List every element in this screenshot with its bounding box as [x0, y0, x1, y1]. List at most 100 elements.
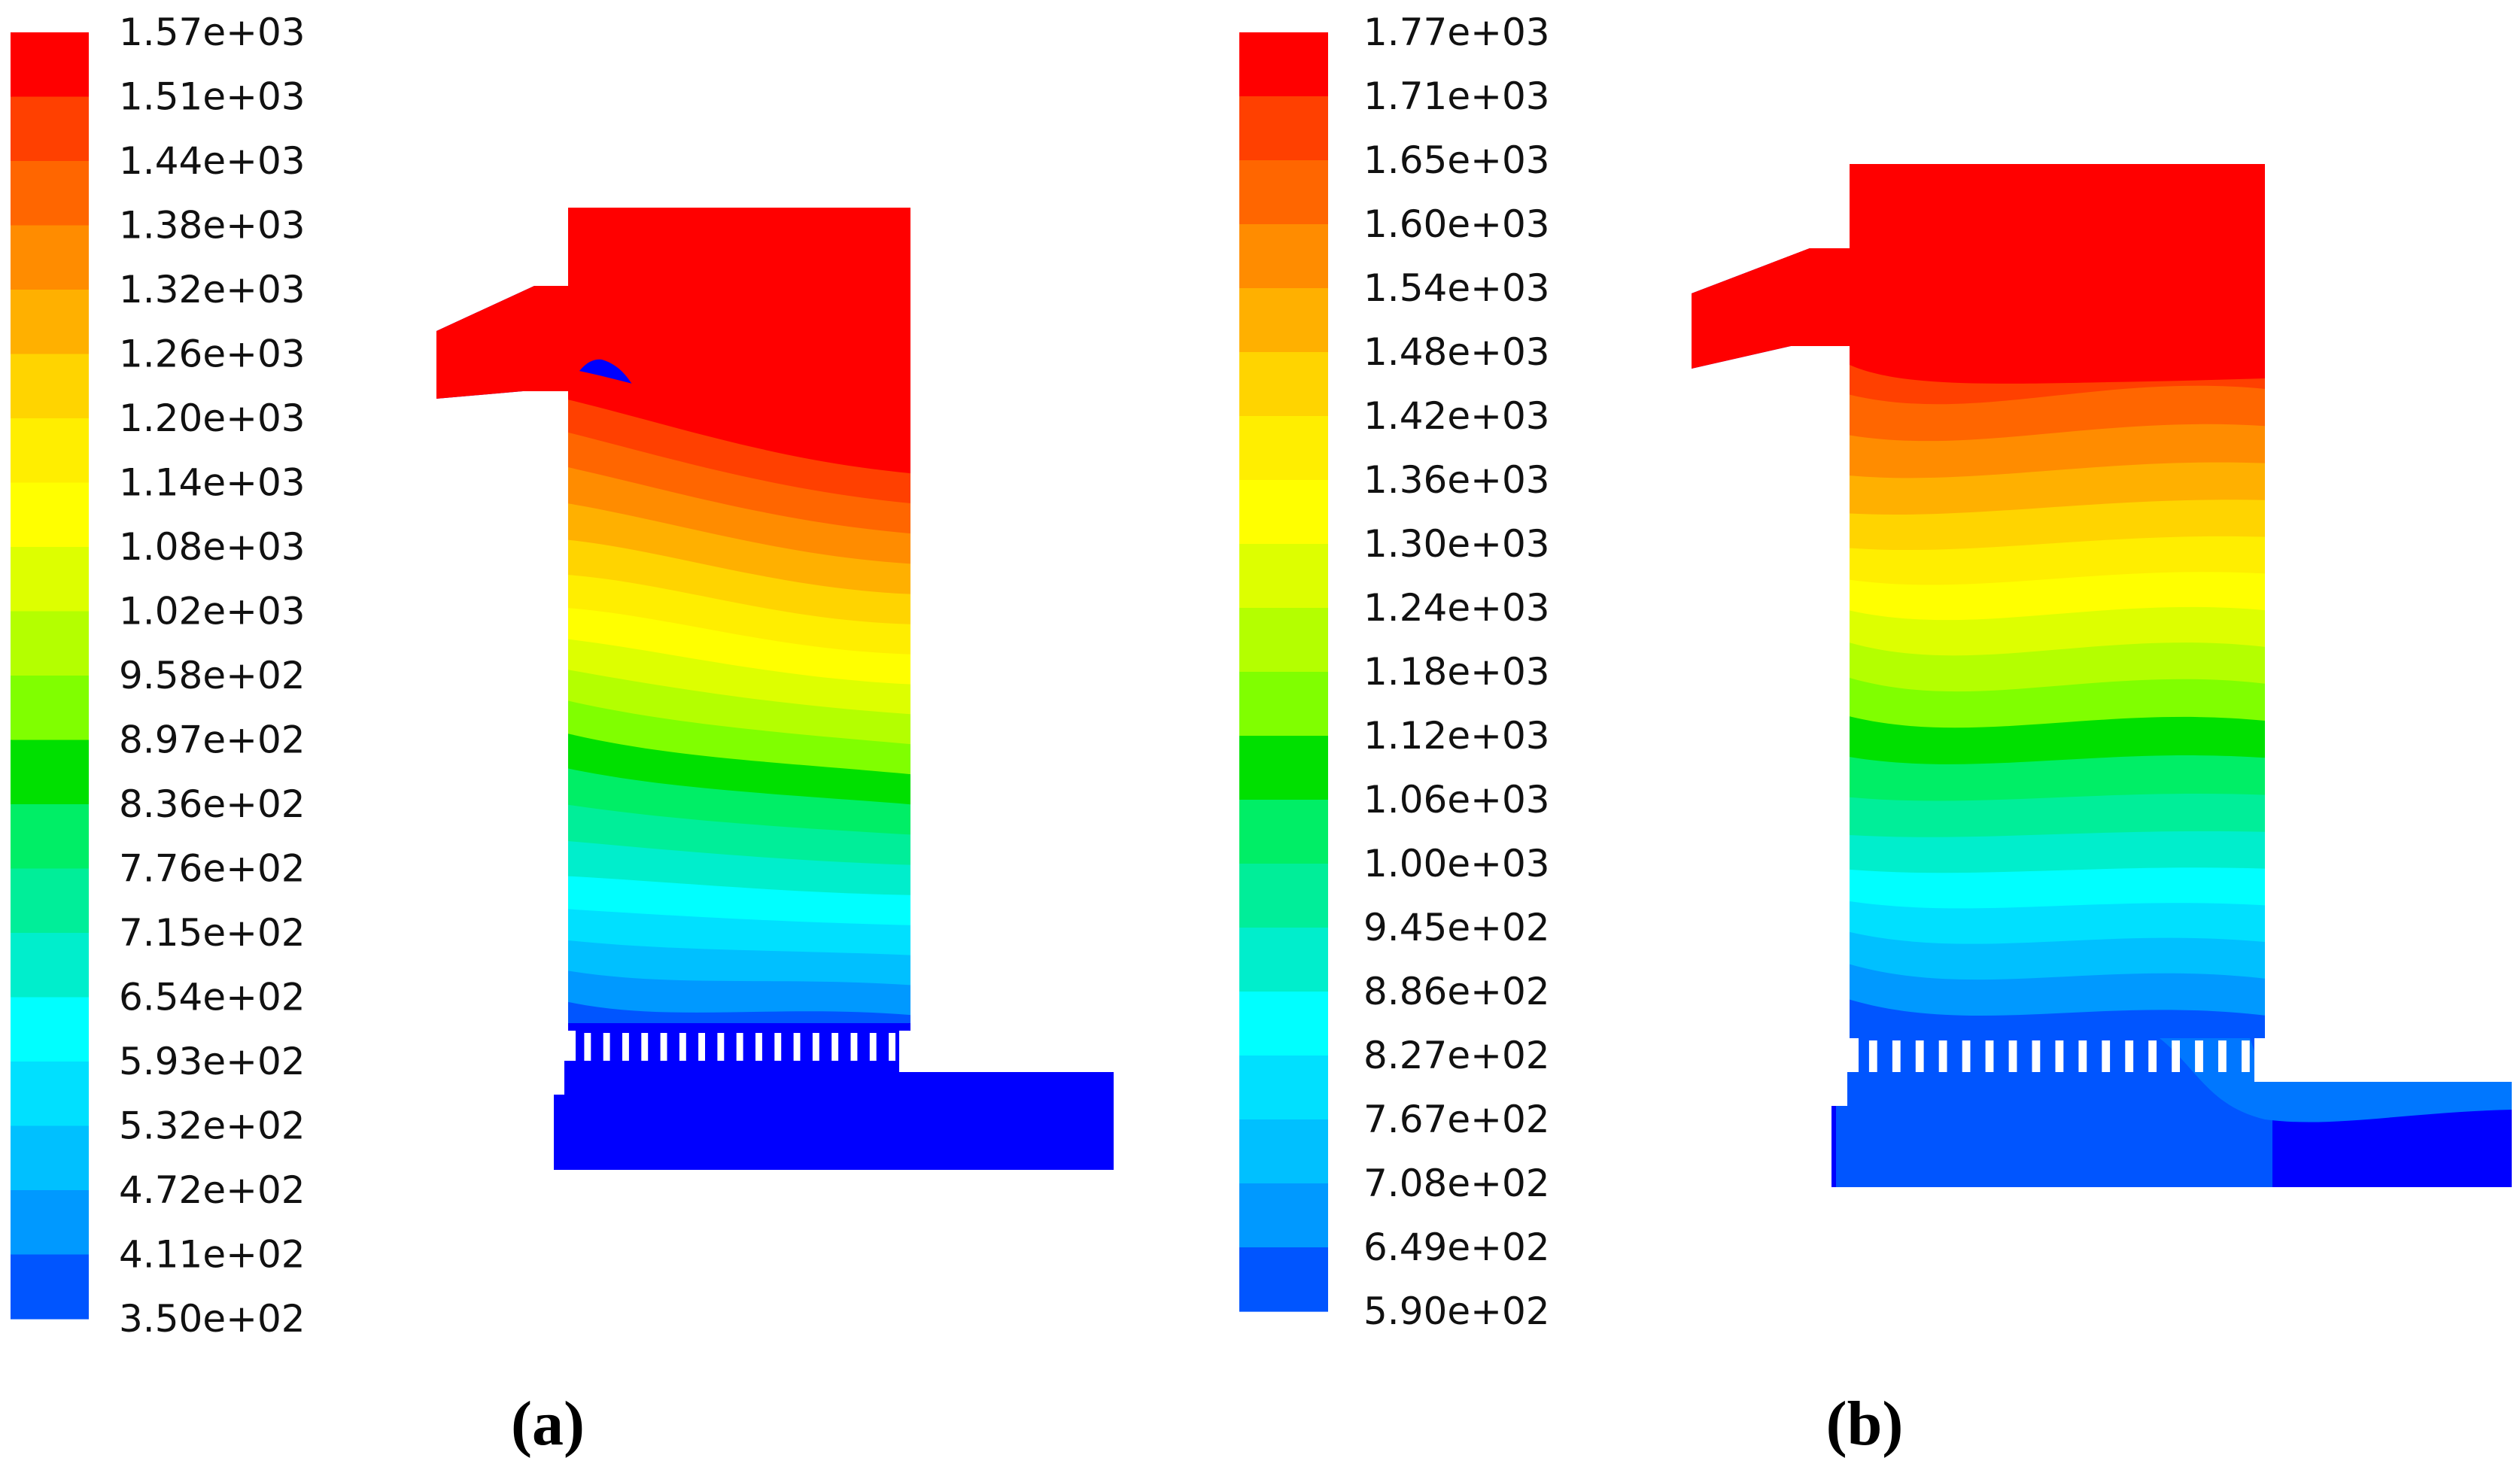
colorbar-b-swatch: [1239, 416, 1328, 481]
grate-slit: [2172, 1040, 2180, 1072]
grate-slit: [850, 1033, 858, 1061]
grate-slit: [2102, 1040, 2111, 1072]
colorbar-b-swatch: [1239, 672, 1328, 737]
colorbar-b-swatch: [1239, 800, 1328, 864]
colorbar-b: 1.77e+03 1.71e+03 1.65e+03 1.60e+03 1.54e+03…: [1239, 11, 1550, 1333]
colorbar-a-swatch: [11, 740, 89, 805]
grate-a: [584, 1033, 895, 1061]
colorbar-b-tick-label: 1.60e+03: [1363, 202, 1550, 246]
colorbar-a-tick-label: 1.02e+03: [119, 590, 306, 633]
colorbar-b-swatch: [1239, 224, 1328, 289]
colorbar-a-swatch: [11, 161, 89, 226]
colorbar-b-tick-label: 1.65e+03: [1363, 138, 1550, 182]
colorbar-b-tick-label: 1.24e+03: [1363, 586, 1550, 630]
grate-slit: [736, 1033, 743, 1061]
grate-slit: [774, 1033, 782, 1061]
colorbar-b-tick-label: 8.27e+02: [1363, 1034, 1550, 1077]
colorbar-b-tick-label: 1.00e+03: [1363, 842, 1550, 885]
colorbar-a-tick-label: 1.32e+03: [119, 268, 306, 311]
colorbar-b-tick-label: 1.12e+03: [1363, 714, 1550, 758]
colorbar-b-tick-label: 7.08e+02: [1363, 1162, 1550, 1205]
colorbar-b-tick-label: 1.54e+03: [1363, 266, 1550, 310]
colorbar-b-tick-label: 1.30e+03: [1363, 522, 1550, 566]
contour-plot-a: [436, 208, 1114, 1170]
colorbar-a-swatch: [11, 354, 89, 419]
colorbar-a-swatch: [11, 1125, 89, 1191]
colorbar-a-tick-label: 1.57e+03: [119, 11, 306, 54]
colorbar-a-tick-label: 4.11e+02: [119, 1233, 306, 1277]
grate-slit: [2078, 1040, 2087, 1072]
grate-slit: [660, 1033, 667, 1061]
colorbar-b-tick-label: 1.18e+03: [1363, 650, 1550, 694]
grate-slit: [2125, 1040, 2134, 1072]
colorbar-a-tick-label: 4.72e+02: [119, 1168, 306, 1212]
colorbar-b-tick-label: 1.06e+03: [1363, 778, 1550, 822]
colorbar-b-swatch: [1239, 1183, 1328, 1248]
grate-slit: [1938, 1040, 1947, 1072]
contour-hot-bulge-a: [564, 208, 918, 452]
grate-slit: [2195, 1040, 2203, 1072]
colorbar-a-tick-label: 1.20e+03: [119, 396, 306, 440]
colorbar-b-swatch: [1239, 352, 1328, 417]
colorbar-a-tick-label: 1.08e+03: [119, 525, 306, 569]
grate-slit: [2218, 1040, 2227, 1072]
grate-slit: [2032, 1040, 2041, 1072]
colorbar-a-swatch: [11, 997, 89, 1062]
colorbar-a-tick-label: 7.76e+02: [119, 847, 306, 891]
colorbar-b-swatch: [1239, 96, 1328, 161]
colorbar-b-swatch: [1239, 1247, 1328, 1312]
colorbar-b-swatch: [1239, 544, 1328, 609]
colorbar-a-swatch: [11, 676, 89, 741]
colorbar-b-tick-label: 5.90e+02: [1363, 1289, 1550, 1333]
colorbar-b-swatch: [1239, 1056, 1328, 1120]
colorbar-a-tick-label: 5.32e+02: [119, 1104, 306, 1148]
colorbar-a-tick-label: 3.50e+02: [119, 1297, 306, 1341]
grate-slit: [1985, 1040, 1994, 1072]
colorbar-a-swatch: [11, 804, 89, 870]
grate-slit: [641, 1033, 649, 1061]
colorbar-b-tick-label: 6.49e+02: [1363, 1226, 1550, 1269]
colorbar-b-tick-label: 7.67e+02: [1363, 1098, 1550, 1141]
colorbar-b-tick-label: 8.86e+02: [1363, 970, 1550, 1013]
colorbar-b-swatch: [1239, 608, 1328, 673]
colorbar-a-swatch: [11, 290, 89, 355]
colorbar-a-tick-label: 1.14e+03: [119, 461, 306, 505]
colorbar-a-swatch: [11, 32, 89, 98]
colorbar-a-swatch: [11, 1062, 89, 1127]
colorbar-b-swatch: [1239, 32, 1328, 97]
colorbar-b-swatch: [1239, 160, 1328, 225]
grate-slit: [889, 1033, 895, 1061]
grate-slit: [1892, 1040, 1901, 1072]
grate-slit: [812, 1033, 819, 1061]
colorbar-b-swatch: [1239, 928, 1328, 992]
colorbar-b-tick-label: 1.71e+03: [1363, 74, 1550, 118]
colorbar-a-tick-label: 7.15e+02: [119, 911, 306, 955]
colorbar-a-tick-label: 1.38e+03: [119, 204, 306, 248]
colorbar-a-swatch: [11, 1190, 89, 1256]
grate-slit: [1868, 1040, 1877, 1072]
contour-band: [1836, 995, 2272, 1187]
grate-slit: [2242, 1040, 2250, 1072]
grate-slit: [755, 1033, 762, 1061]
grate-slit: [2055, 1040, 2064, 1072]
colorbar-b-swatch: [1239, 736, 1328, 800]
grate-slit: [698, 1033, 705, 1061]
colorbar-b-tick-label: 1.42e+03: [1363, 394, 1550, 438]
colorbar-b-tick-label: 1.36e+03: [1363, 458, 1550, 502]
grate-slit: [679, 1033, 686, 1061]
colorbar-a: 1.57e+03 1.51e+03 1.44e+03 1.38e+03 1.32e+03…: [11, 11, 306, 1341]
contour-inlet-a: [436, 271, 568, 421]
colorbar-b-swatch: [1239, 480, 1328, 545]
contour-inlet-b: [1692, 226, 1850, 376]
colorbar-b-swatch: [1239, 864, 1328, 928]
colorbar-a-swatch: [11, 1254, 89, 1320]
colorbar-b-swatch: [1239, 992, 1328, 1056]
colorbar-a-tick-label: 5.93e+02: [119, 1040, 306, 1083]
colorbar-a-tick-label: 8.36e+02: [119, 782, 306, 826]
grate-slit: [793, 1033, 801, 1061]
colorbar-a-swatch: [11, 611, 89, 676]
colorbar-a-swatch: [11, 418, 89, 484]
colorbar-b-tick-label: 9.45e+02: [1363, 906, 1550, 949]
grate-slit: [831, 1033, 839, 1061]
